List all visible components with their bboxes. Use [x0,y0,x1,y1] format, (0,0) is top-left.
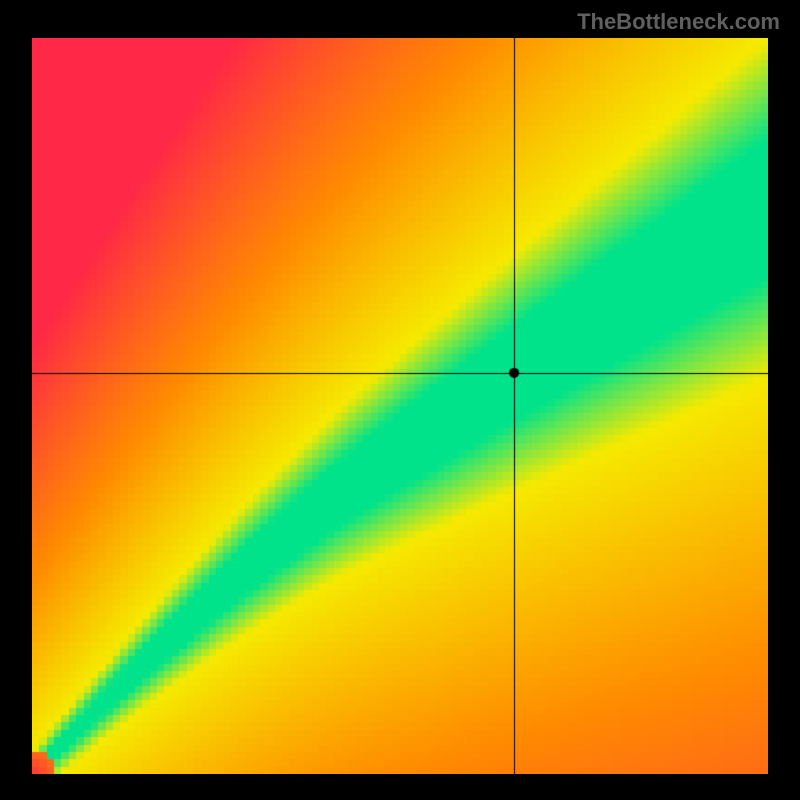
plot-container: { "annotation": { "text": "TheBottleneck… [0,0,800,800]
watermark-text: TheBottleneck.com [577,9,780,35]
heatmap-canvas [32,38,768,774]
